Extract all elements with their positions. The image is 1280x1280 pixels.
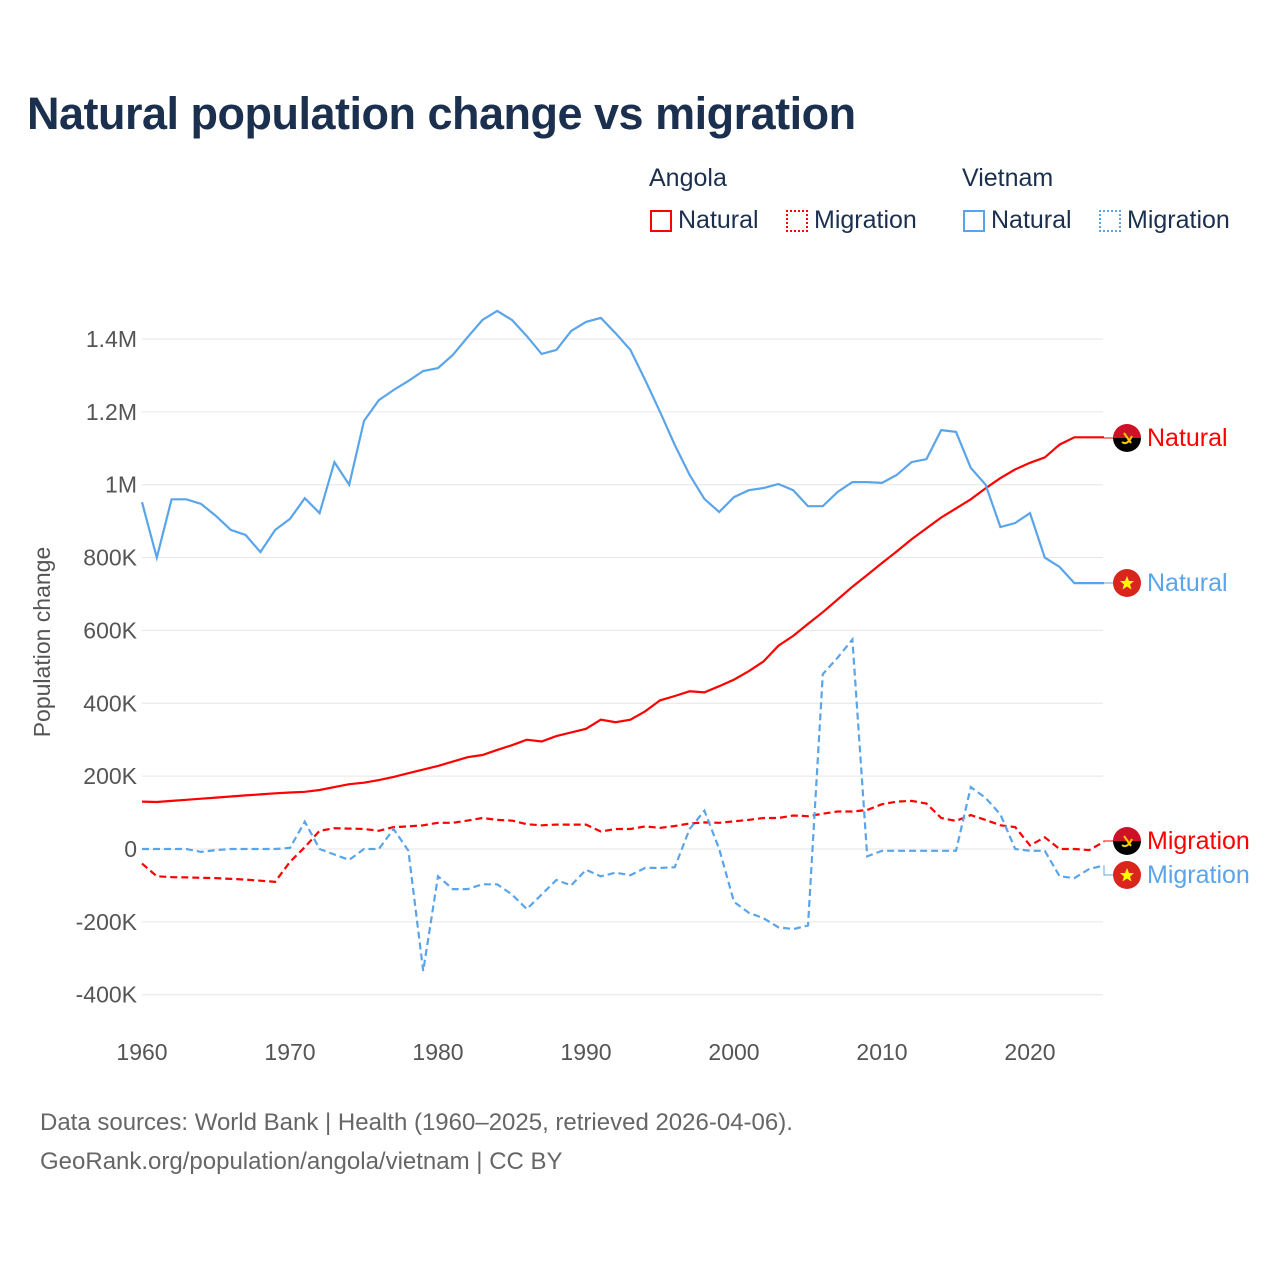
source-line-2[interactable]: GeoRank.org/population/angola/vietnam | …	[40, 1148, 563, 1175]
y-tick-label: 800K	[83, 545, 137, 571]
series-end-label: Migration	[1147, 827, 1250, 855]
legend-label: Migration	[1127, 206, 1230, 234]
source-line-1: Data sources: World Bank | Health (1960–…	[40, 1109, 793, 1136]
y-tick-label: 1M	[105, 472, 137, 498]
y-tick-label: 200K	[83, 763, 137, 789]
legend-item-vietnam-migration[interactable]: Migration	[1099, 206, 1230, 235]
vietnam-flag-icon	[1113, 569, 1141, 597]
legend-item-vietnam-natural[interactable]: Natural	[963, 206, 1072, 235]
legend-label: Migration	[814, 206, 917, 234]
series-line-vietnam-natural	[140, 309, 1104, 585]
label-connector	[1103, 437, 1114, 439]
y-tick-label: 1.4M	[86, 326, 137, 352]
angola-flag-icon	[1113, 827, 1141, 855]
angola-flag-icon	[1113, 424, 1141, 452]
series-end-label: Natural	[1147, 569, 1228, 597]
vietnam-flag-icon	[1113, 861, 1141, 889]
y-tick-label: -200K	[76, 909, 138, 935]
y-tick-label: 600K	[83, 617, 137, 643]
series-line-angola-natural	[141, 436, 1104, 804]
series-line-angola-migration	[141, 799, 1105, 883]
x-tick-label: 1970	[264, 1039, 315, 1065]
series-end-label: Natural	[1147, 424, 1228, 452]
chart-title: Natural population change vs migration	[27, 88, 856, 139]
label-connector	[1103, 840, 1114, 842]
series-end-label: Migration	[1147, 861, 1250, 889]
legend-swatch-dotted-red	[786, 209, 808, 232]
label-connector	[1103, 865, 1114, 876]
legend-label: Natural	[678, 206, 759, 234]
legend-label: Natural	[991, 206, 1072, 234]
legend-group-vietnam: Vietnam	[962, 164, 1054, 192]
x-tick-label: 1980	[412, 1039, 463, 1065]
y-tick-label: 400K	[83, 690, 137, 716]
y-tick-label: -400K	[76, 982, 138, 1008]
y-tick-label: 1.2M	[86, 399, 137, 425]
legend-swatch-solid-red	[650, 209, 672, 232]
legend-item-angola-migration[interactable]: Migration	[786, 206, 917, 235]
legend-group-angola: Angola	[649, 164, 727, 192]
x-tick-label: 1990	[560, 1039, 611, 1065]
legend-item-angola-natural[interactable]: Natural	[650, 206, 759, 235]
legend-swatch-solid-blue	[963, 209, 985, 232]
x-tick-label: 2010	[856, 1039, 907, 1065]
series-line-vietnam-migration	[142, 636, 1105, 972]
y-axis-label: Population change	[29, 547, 55, 738]
x-tick-label: 2020	[1004, 1039, 1055, 1065]
x-tick-label: 1960	[116, 1039, 167, 1065]
legend-swatch-dotted-blue	[1099, 209, 1121, 232]
x-tick-label: 2000	[708, 1039, 759, 1065]
y-tick-label: 0	[124, 836, 137, 862]
